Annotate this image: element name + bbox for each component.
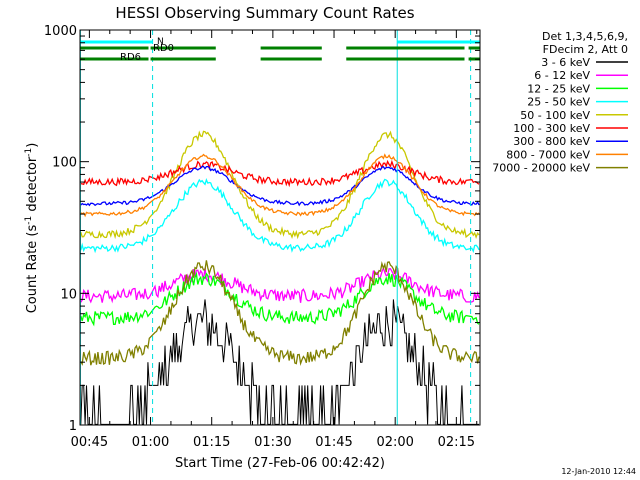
x-tick-label: 00:45: [71, 435, 108, 450]
legend-label: 7000 - 20000 keV: [492, 162, 590, 175]
x-tick-label: 02:00: [376, 435, 413, 450]
x-axis-label: Start Time (27-Feb-06 00:42:42): [175, 456, 385, 471]
series-line-7: [80, 153, 480, 218]
plot-frame: [79, 29, 481, 426]
marker-label-rd6: RD6: [120, 52, 141, 63]
x-tick-label: 02:15: [438, 435, 475, 450]
timestamp: 12-Jan-2010 12:44: [561, 467, 636, 476]
y-axis-label: Count Rate (s-1 detector-1): [24, 143, 40, 314]
y-axis-label-sup2: -1: [24, 148, 34, 157]
y-axis-label-sup1: -1: [24, 216, 34, 225]
legend-label: 300 - 800 keV: [513, 135, 590, 148]
marker-label-n: N: [157, 37, 164, 47]
series-line-8: [80, 260, 480, 366]
legend-label: 100 - 300 keV: [513, 122, 590, 135]
y-tick-label: 1000: [44, 24, 77, 39]
x-tick-label: 01:30: [254, 435, 291, 450]
legend: Det 1,3,4,5,6,9, FDecim 2, Att 0 3 - 6 k…: [492, 30, 628, 175]
legend-label: 50 - 100 keV: [520, 109, 590, 122]
series-layer: [80, 130, 480, 425]
legend-label: 3 - 6 keV: [541, 56, 590, 69]
legend-label: 12 - 25 keV: [527, 82, 590, 95]
series-line-3: [80, 178, 480, 254]
series-line-5: [80, 159, 480, 188]
axis-layer: 00:45 01:00 01:15 01:30 01:45 02:00 02:15 1 10 10…: [44, 24, 480, 450]
x-tick-label: 01:45: [315, 435, 352, 450]
legend-header-line-2: FDecim 2, Att 0: [543, 43, 628, 56]
marker-label-rd0: RD0: [153, 43, 174, 54]
y-axis-label-mid: detector: [25, 156, 40, 216]
legend-header-line-1: Det 1,3,4,5,6,9,: [542, 30, 628, 43]
legend-label: 800 - 7000 keV: [506, 148, 590, 161]
legend-label: 25 - 50 keV: [527, 96, 590, 109]
x-tick-label: 01:00: [132, 435, 169, 450]
series-line-6: [80, 165, 480, 207]
y-tick-label: 10: [60, 287, 77, 302]
legend-label: 6 - 12 keV: [534, 69, 590, 82]
chart-title: HESSI Observing Summary Count Rates: [115, 4, 414, 22]
series-line-0: [80, 299, 479, 425]
y-axis-label-prefix: Count Rate (s: [25, 225, 40, 314]
series-line-1: [80, 266, 480, 304]
y-tick-label: 1: [69, 419, 77, 434]
y-tick-label: 100: [52, 156, 77, 171]
series-line-2: [80, 271, 480, 327]
series-line-4: [80, 130, 480, 240]
y-axis-label-suffix: ): [25, 143, 40, 148]
x-tick-label: 01:15: [193, 435, 230, 450]
